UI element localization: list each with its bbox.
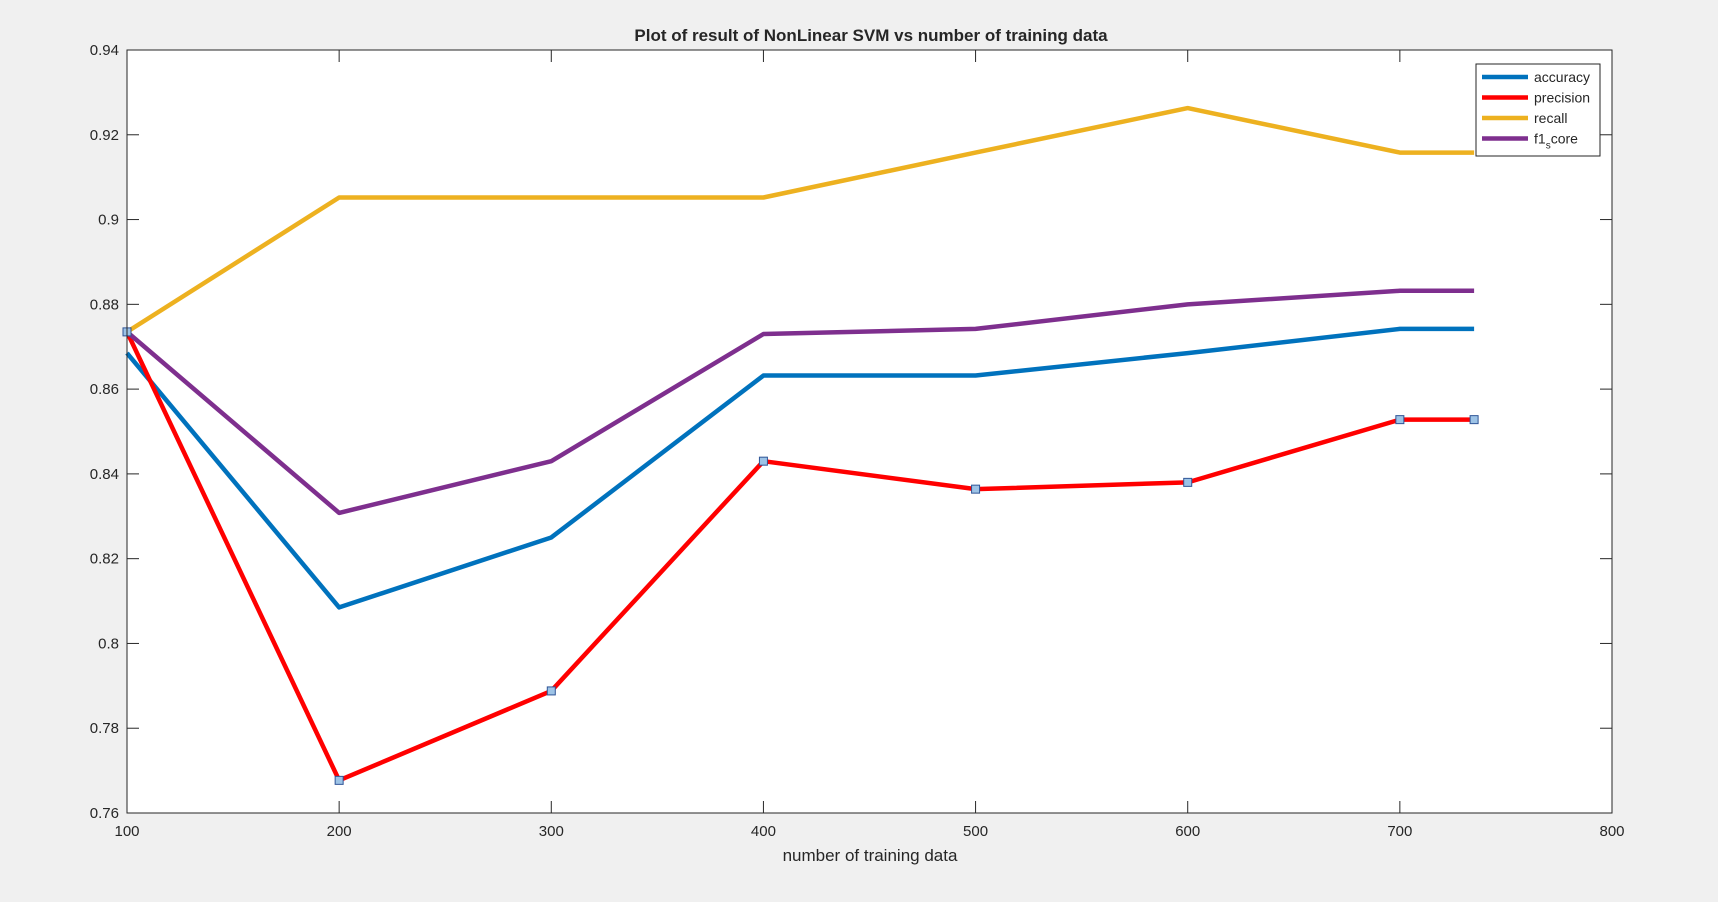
x-tick-label: 200 xyxy=(327,823,352,840)
y-tick-label: 0.9 xyxy=(98,212,119,229)
plot-frame xyxy=(126,49,1613,814)
data-point-marker xyxy=(1183,477,1193,487)
data-point-marker xyxy=(971,484,981,494)
y-tick-label: 0.94 xyxy=(90,42,119,59)
x-tick-label: 600 xyxy=(1175,823,1200,840)
data-point-marker xyxy=(1469,415,1479,425)
x-tick-label: 100 xyxy=(114,823,139,840)
y-tick-label: 0.8 xyxy=(98,635,119,652)
y-tick-label: 0.76 xyxy=(90,805,119,822)
x-tick-label: 400 xyxy=(751,823,776,840)
x-tick-label: 700 xyxy=(1387,823,1412,840)
y-tick-label: 0.88 xyxy=(90,296,119,313)
series-line-recall xyxy=(125,105,1475,334)
data-point-marker xyxy=(758,456,768,466)
y-tick-label: 0.78 xyxy=(90,720,119,737)
plot-area xyxy=(127,50,1612,813)
x-axis-label: number of training data xyxy=(783,846,958,865)
y-tick-label: 0.92 xyxy=(90,127,119,144)
data-point-marker xyxy=(1395,415,1405,425)
chart-title: Plot of result of NonLinear SVM vs numbe… xyxy=(634,26,1108,45)
legend-label: recall xyxy=(1534,110,1567,126)
x-tick-label: 500 xyxy=(963,823,988,840)
series-line-accuracy xyxy=(125,326,1475,610)
legend-label: accuracy xyxy=(1534,69,1590,85)
x-tick-labels: 100 200 300 400 500 600 700 800 xyxy=(114,823,1624,840)
x-tick-label: 300 xyxy=(539,823,564,840)
y-tick-label: 0.82 xyxy=(90,551,119,568)
y-tick-label: 0.86 xyxy=(90,381,119,398)
legend-label: precision xyxy=(1534,90,1590,106)
data-point-marker xyxy=(546,686,556,696)
data-point-marker xyxy=(334,775,344,785)
series-line-f1-score xyxy=(125,288,1475,516)
series-line-precision xyxy=(124,330,1475,783)
x-tick-label: 800 xyxy=(1599,823,1624,840)
y-tick-labels: 0.76 0.78 0.8 0.82 0.84 0.86 0.88 0.9 0.92 0.94 xyxy=(90,42,119,822)
series-lines xyxy=(122,105,1479,785)
y-tick-label: 0.84 xyxy=(90,466,119,483)
legend: accuracy precision recall f1score xyxy=(1475,63,1601,157)
legend-label: f1score xyxy=(1534,131,1578,152)
